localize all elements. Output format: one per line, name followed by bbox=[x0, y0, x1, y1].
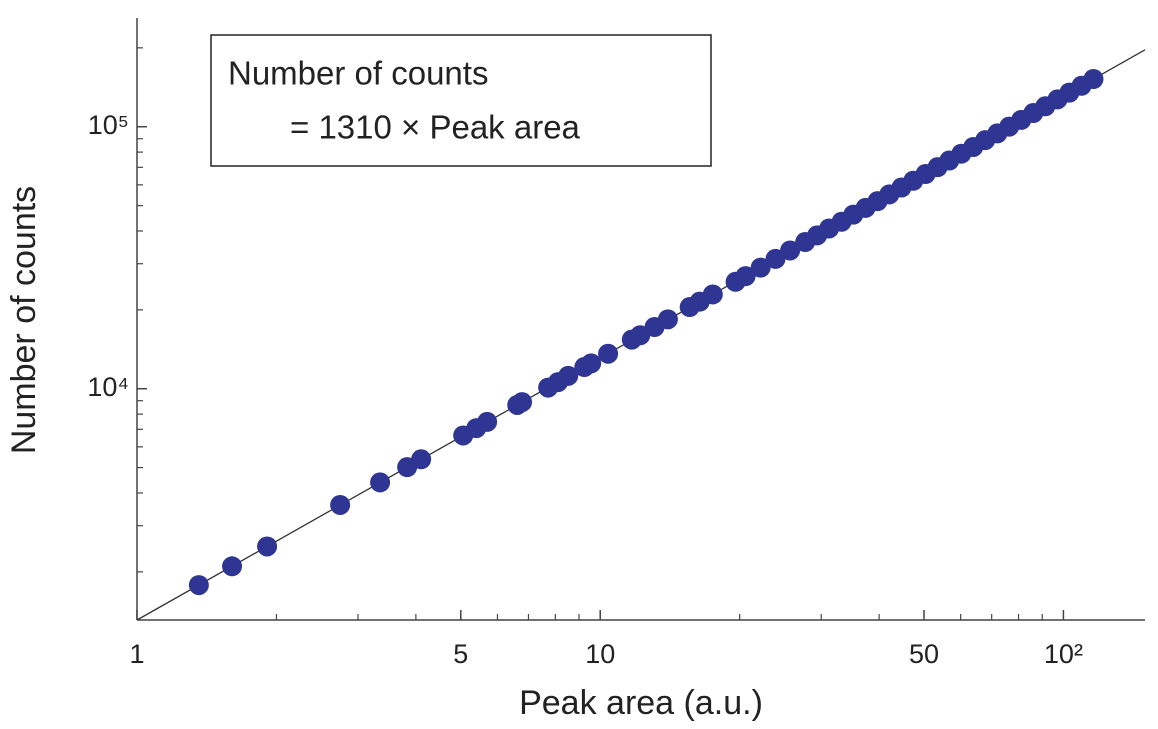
y-tick-label: 10⁵ bbox=[88, 110, 129, 140]
x-tick-label: 5 bbox=[453, 639, 468, 669]
y-tick-label: 10⁴ bbox=[87, 372, 129, 402]
x-axis-title: Peak area (a.u.) bbox=[519, 684, 763, 722]
data-point bbox=[765, 248, 786, 269]
data-point bbox=[581, 353, 602, 374]
data-point bbox=[702, 284, 723, 305]
x-tick-label: 10² bbox=[1044, 639, 1083, 669]
data-point bbox=[188, 575, 209, 596]
y-axis-title: Number of counts bbox=[5, 186, 43, 454]
data-point bbox=[598, 343, 619, 364]
x-tick-label: 50 bbox=[909, 639, 939, 669]
annotation-line: = 1310 × Peak area bbox=[290, 109, 581, 146]
data-point bbox=[780, 240, 801, 261]
data-point bbox=[750, 257, 771, 278]
annotation-box bbox=[210, 34, 712, 167]
x-tick-label: 10 bbox=[585, 639, 615, 669]
data-point bbox=[558, 365, 579, 386]
data-point bbox=[330, 494, 351, 515]
data-point bbox=[477, 411, 498, 432]
x-tick-label: 1 bbox=[129, 639, 144, 669]
data-point bbox=[1083, 69, 1104, 90]
data-point bbox=[222, 556, 243, 577]
data-point bbox=[512, 392, 533, 413]
data-point bbox=[411, 449, 432, 470]
data-point bbox=[735, 266, 756, 287]
annotation-line: Number of counts bbox=[228, 55, 488, 92]
data-point bbox=[370, 472, 391, 493]
data-point bbox=[257, 536, 278, 557]
data-point bbox=[657, 309, 678, 330]
